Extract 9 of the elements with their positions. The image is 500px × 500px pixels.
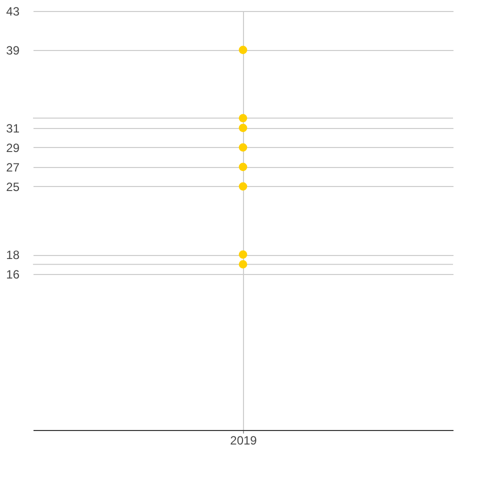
y-tick-label: 29 — [6, 140, 20, 155]
x-tick-label: 2019 — [230, 434, 258, 448]
y-tick-label: 31 — [6, 121, 20, 136]
y-tick-label: 43 — [6, 4, 20, 18]
y-tick-label: 16 — [6, 268, 20, 282]
y-tick-label: 39 — [6, 43, 20, 58]
y-tick-label: 25 — [6, 180, 20, 194]
y-tick-label: 18 — [6, 248, 20, 262]
y-tick-label: 27 — [6, 160, 20, 174]
